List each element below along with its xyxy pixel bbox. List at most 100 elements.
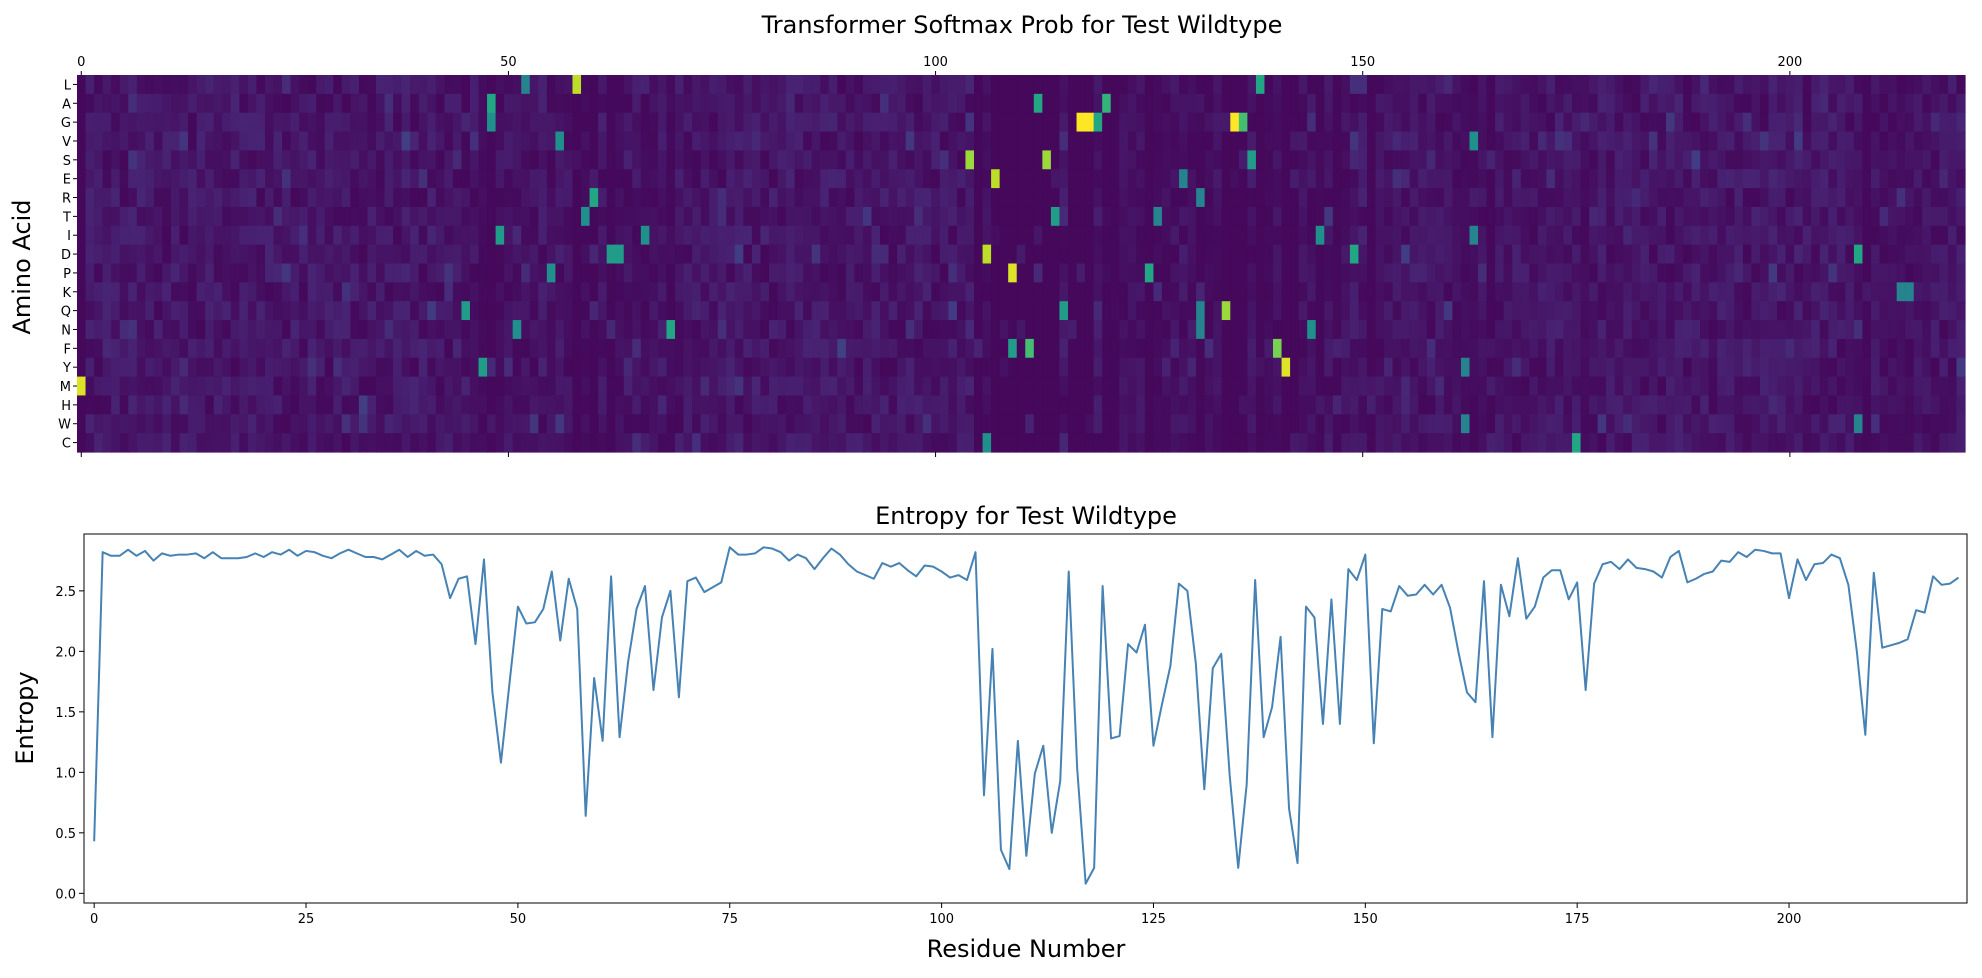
heatmap-cell <box>1384 150 1394 170</box>
heatmap-cell <box>85 188 95 208</box>
heatmap-cell <box>1683 376 1693 397</box>
heatmap-cell <box>1281 169 1291 189</box>
heatmap-cell <box>1238 263 1248 283</box>
heatmap-cell <box>1947 225 1958 246</box>
heatmap-cell <box>1845 169 1855 189</box>
heatmap-cell <box>1768 357 1778 378</box>
heatmap-cell <box>931 225 941 246</box>
heatmap-cell <box>589 263 599 283</box>
heatmap-cell <box>649 169 659 189</box>
heatmap-cell <box>205 169 215 189</box>
heatmap-cell <box>1298 282 1308 302</box>
heatmap-cell <box>350 433 360 453</box>
heatmap-cell <box>948 244 958 265</box>
heatmap-cell <box>1537 188 1547 208</box>
heatmap-cell <box>273 169 283 189</box>
heatmap-cell <box>999 357 1009 378</box>
heatmap-cell <box>1597 112 1607 133</box>
heatmap-cell <box>1759 244 1770 265</box>
heatmap-cell <box>1888 376 1898 397</box>
heatmap-cell <box>1802 75 1812 95</box>
heatmap-cell <box>538 338 548 359</box>
heatmap-cell <box>1546 357 1556 378</box>
heatmap-cell <box>675 414 685 434</box>
heatmap-cell <box>1102 320 1112 340</box>
heatmap-cell <box>1666 169 1676 189</box>
heatmap-cell <box>128 376 138 397</box>
heatmap-cell <box>1691 282 1701 302</box>
heatmap-cell <box>1794 244 1804 265</box>
heatmap-cell <box>914 206 924 227</box>
heatmap-cell <box>615 169 625 189</box>
heatmap-cell <box>1221 244 1231 265</box>
heatmap-cell <box>1384 131 1394 151</box>
heatmap-cell <box>376 112 386 133</box>
heatmap-cell <box>1341 320 1351 340</box>
heatmap-cell <box>1708 150 1718 170</box>
heatmap-cell <box>1042 75 1052 95</box>
heatmap-cell <box>1366 225 1377 246</box>
heatmap-cell <box>1520 188 1530 208</box>
heatmap-cell <box>1349 150 1360 170</box>
heatmap-cell <box>247 150 257 170</box>
heatmap-cell <box>572 169 582 189</box>
heatmap-cell <box>880 320 890 340</box>
heatmap-cell <box>1170 301 1180 321</box>
heatmap-cell <box>974 433 984 453</box>
heatmap-cell <box>905 433 915 453</box>
heatmap-cell <box>1554 433 1565 453</box>
heatmap-cell <box>1469 376 1479 397</box>
heatmap-cell <box>119 301 129 321</box>
heatmap-row-label: T <box>62 210 71 225</box>
heatmap-cell <box>102 282 112 302</box>
heatmap-cell <box>1725 93 1735 114</box>
heatmap-cell <box>179 169 189 189</box>
heatmap-cell <box>1298 150 1308 170</box>
heatmap-cell <box>854 301 864 321</box>
heatmap-cell <box>1905 93 1915 114</box>
heatmap-cell <box>1913 320 1923 340</box>
heatmap-cell <box>111 244 121 265</box>
heatmap-cell <box>675 131 685 151</box>
heatmap-cell <box>811 338 821 359</box>
heatmap-cell <box>982 395 992 415</box>
heatmap-cell <box>640 169 650 189</box>
heatmap-cell <box>854 244 864 265</box>
heatmap-cell <box>1059 112 1069 133</box>
heatmap-cell <box>1358 112 1368 133</box>
heatmap-cell <box>1324 112 1334 133</box>
heatmap-cell <box>1734 93 1744 114</box>
heatmap-cell <box>589 75 599 95</box>
heatmap-cell <box>1273 320 1283 340</box>
heatmap-cell <box>1853 433 1864 453</box>
heatmap-cell <box>1717 93 1727 114</box>
heatmap-cell <box>102 433 112 453</box>
heatmap-cell <box>170 263 181 283</box>
heatmap-cell <box>709 395 719 415</box>
heatmap-cell <box>1495 188 1505 208</box>
heatmap-cell <box>1093 376 1103 397</box>
heatmap-cell <box>1913 433 1923 453</box>
heatmap-cell <box>965 395 975 415</box>
heatmap-cell <box>1102 75 1112 95</box>
heatmap-cell <box>1572 301 1582 321</box>
heatmap-cell <box>1922 357 1932 378</box>
heatmap-row-label: H <box>61 399 71 414</box>
heatmap-cell <box>1281 376 1291 397</box>
heatmap-cell <box>948 395 958 415</box>
heatmap-cell <box>999 206 1009 227</box>
heatmap-cell <box>1512 112 1522 133</box>
heatmap-cell <box>717 150 727 170</box>
heatmap-cell <box>1213 75 1223 95</box>
heatmap-cell <box>1597 188 1607 208</box>
heatmap-cell <box>307 395 317 415</box>
heatmap-cell <box>1939 320 1949 340</box>
heatmap-cell <box>1828 395 1838 415</box>
heatmap-cell <box>145 206 155 227</box>
heatmap-cell <box>598 263 608 283</box>
heatmap-cell <box>1085 93 1095 114</box>
heatmap-cell <box>1717 244 1727 265</box>
heatmap-cell <box>1623 282 1633 302</box>
heatmap-cell <box>1589 244 1599 265</box>
heatmap-cell <box>999 188 1009 208</box>
